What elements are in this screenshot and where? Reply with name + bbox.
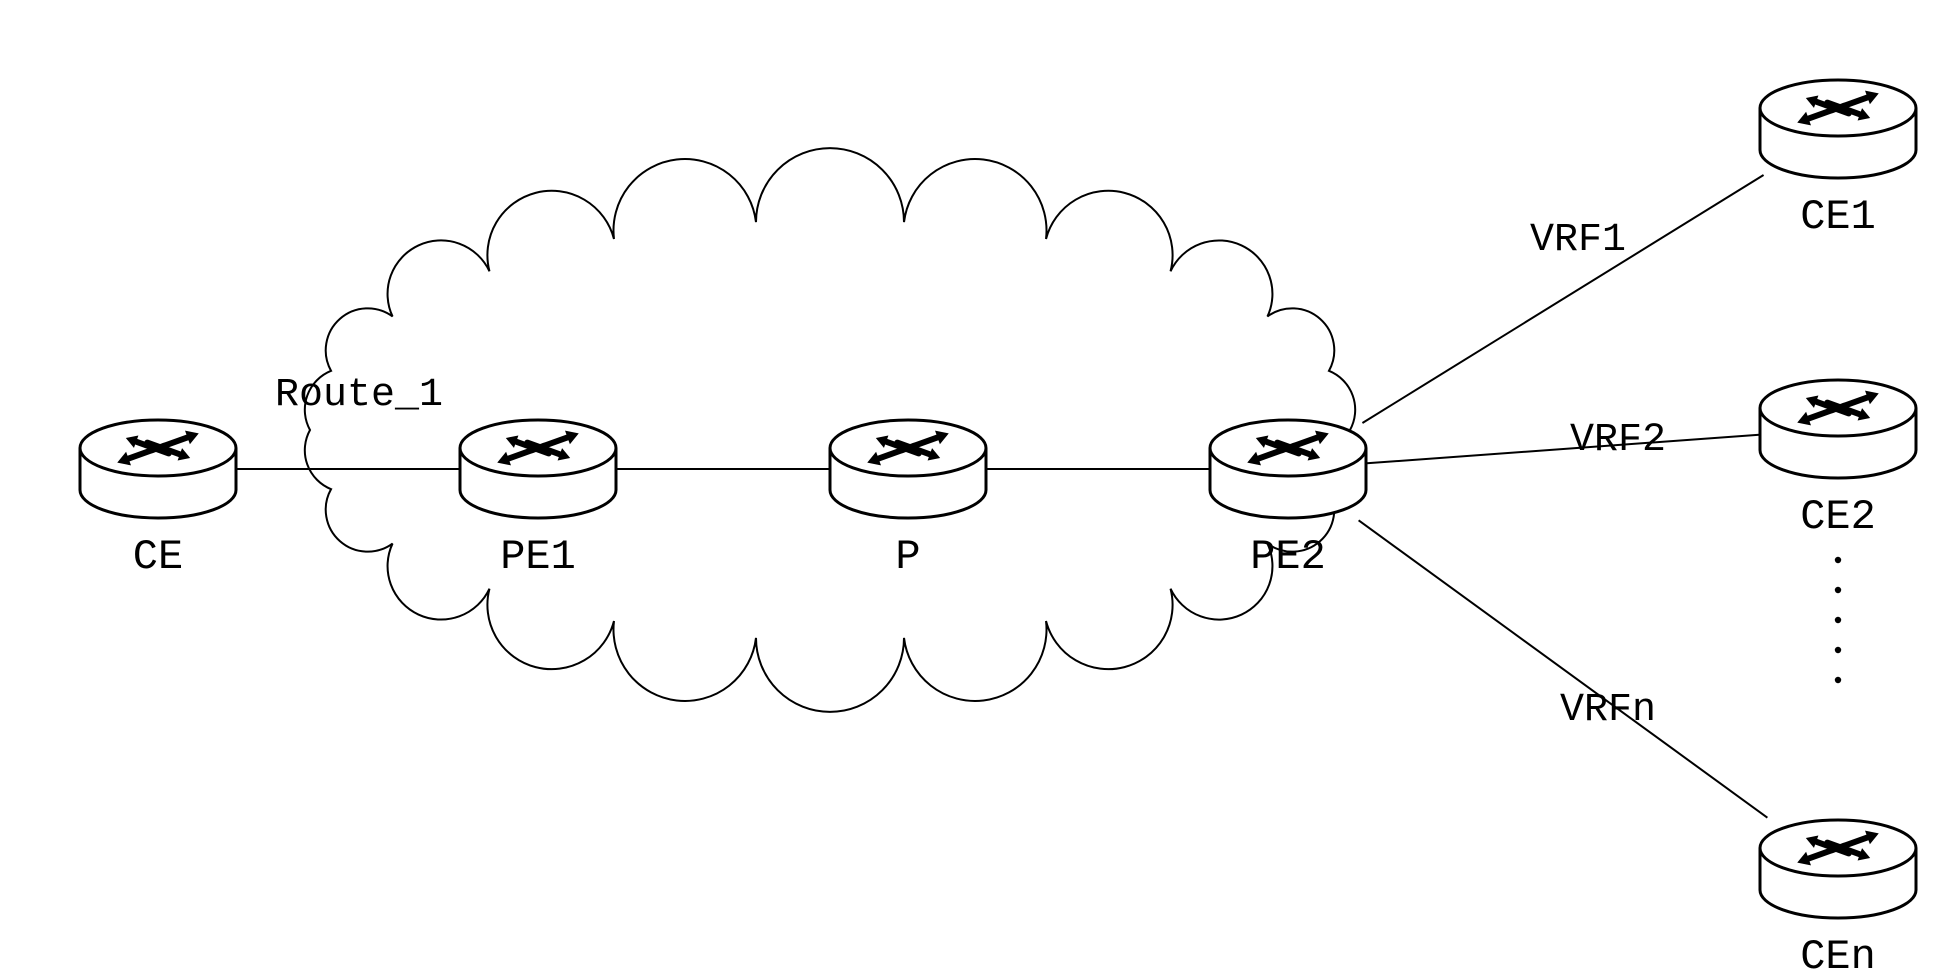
ellipsis-dot: [1835, 587, 1841, 593]
router-label-P: P: [895, 533, 920, 581]
link-PE2-CEn: [1359, 520, 1768, 817]
link-PE2-CE1: [1362, 175, 1763, 423]
router-PE2: PE2: [1210, 420, 1366, 581]
router-P: P: [830, 420, 986, 581]
router-CE1: CE1: [1760, 80, 1916, 241]
router-label-CEn: CEn: [1800, 933, 1876, 978]
router-label-CE2: CE2: [1800, 493, 1876, 541]
link-label-PE2-CEn: VRFn: [1560, 688, 1656, 733]
ellipsis-dot: [1835, 617, 1841, 623]
router-CE2: CE2: [1760, 380, 1916, 541]
router-label-PE2: PE2: [1250, 533, 1326, 581]
link-PE2-CE2: [1365, 435, 1761, 464]
ellipsis-dot: [1835, 557, 1841, 563]
network-diagram: Route_1 VRF1 VRF2 VRFn CE PE1 P PE2 CE1 CE2 CEn: [0, 0, 1946, 978]
router-label-CE: CE: [133, 533, 183, 581]
ellipsis-dot: [1835, 647, 1841, 653]
mpls-cloud: [305, 148, 1355, 712]
link-label-PE2-CE2: VRF2: [1570, 418, 1666, 463]
router-PE1: PE1: [460, 420, 616, 581]
router-label-CE1: CE1: [1800, 193, 1876, 241]
router-label-PE1: PE1: [500, 533, 576, 581]
ellipsis-dot: [1835, 677, 1841, 683]
router-CE: CE: [80, 420, 236, 581]
router-CEn: CEn: [1760, 820, 1916, 978]
link-label-CE-PE1: Route_1: [275, 373, 443, 418]
link-label-PE2-CE1: VRF1: [1530, 218, 1626, 263]
